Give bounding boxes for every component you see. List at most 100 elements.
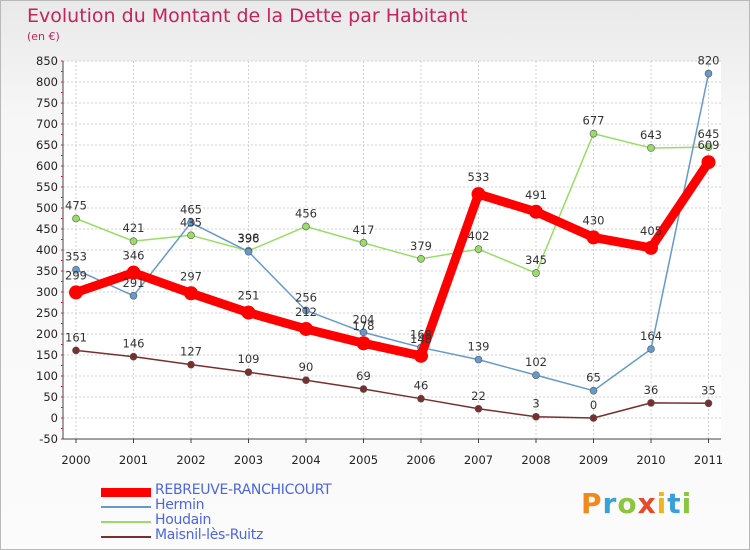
data-point — [647, 144, 655, 152]
data-label: 345 — [525, 253, 547, 267]
legend-label: Hermin — [155, 497, 205, 513]
legend-swatch — [101, 506, 151, 508]
data-label: 65 — [586, 371, 601, 385]
data-point — [187, 360, 195, 369]
y-tick-label: 450 — [36, 222, 58, 236]
legend-item: Maisnil-lès-Ruitz — [101, 527, 401, 544]
logo-letter: i — [681, 487, 693, 520]
legend-swatch — [101, 487, 151, 497]
x-tick-label: 2002 — [176, 453, 205, 467]
y-tick-label: 500 — [36, 201, 58, 215]
legend-label: REBREUVE-RANCHICOURT — [155, 482, 332, 498]
data-point — [589, 129, 598, 138]
x-tick-label: 2005 — [349, 453, 378, 467]
data-label: 405 — [640, 224, 662, 238]
x-tick-label: 2003 — [234, 453, 263, 467]
data-label: 46 — [414, 379, 429, 393]
y-tick-label: 400 — [36, 243, 58, 257]
data-point — [302, 376, 310, 385]
data-point — [126, 265, 141, 280]
data-label: 168 — [410, 327, 432, 341]
x-tick-label: 2001 — [119, 453, 148, 467]
y-tick-label: 700 — [36, 117, 58, 131]
data-label: 820 — [698, 54, 720, 68]
data-point — [359, 328, 368, 337]
chart-unit: (en €) — [27, 30, 60, 43]
data-label: 379 — [410, 239, 432, 253]
data-label: 109 — [238, 352, 260, 366]
y-tick-label: 100 — [36, 369, 58, 383]
x-tick-label: 2006 — [406, 453, 435, 467]
data-label: 139 — [468, 340, 490, 354]
y-tick-label: 250 — [36, 306, 58, 320]
data-label: 346 — [123, 249, 145, 263]
series-line-2 — [75, 132, 710, 274]
data-point — [647, 345, 655, 353]
data-label: 204 — [353, 312, 375, 326]
x-tick-label: 2011 — [694, 453, 723, 467]
data-point — [417, 394, 425, 403]
data-point — [187, 231, 195, 240]
data-label: 475 — [65, 199, 87, 213]
y-tick-label: 750 — [36, 96, 58, 110]
data-point — [72, 214, 80, 223]
data-point — [417, 255, 425, 263]
legend-item: REBREUVE-RANCHICOURT — [101, 482, 401, 499]
data-label: 297 — [180, 269, 202, 283]
y-tick-label: 550 — [36, 180, 58, 194]
data-label: 148 — [410, 332, 432, 346]
data-label: 299 — [65, 268, 87, 282]
data-point — [129, 352, 138, 361]
data-point — [532, 412, 540, 421]
data-label: 609 — [698, 138, 720, 152]
logo-letter: o — [617, 487, 638, 520]
data-label: 421 — [123, 221, 145, 235]
logo-letter: x — [637, 487, 657, 520]
data-label: 435 — [180, 215, 202, 229]
data-label: 22 — [471, 389, 486, 403]
data-label: 3 — [532, 397, 539, 411]
data-label: 146 — [123, 337, 145, 351]
x-tick-label: 2009 — [579, 453, 608, 467]
logo-letter: i — [656, 487, 668, 520]
y-tick-label: 150 — [36, 348, 58, 362]
data-point — [474, 355, 483, 364]
data-point — [72, 265, 80, 274]
y-tick-label: 650 — [36, 138, 58, 152]
data-label: 161 — [65, 330, 87, 344]
data-label: 398 — [238, 231, 260, 245]
data-label: 402 — [468, 229, 490, 243]
data-point — [69, 285, 83, 300]
data-point — [589, 386, 598, 395]
data-label: 456 — [295, 206, 317, 220]
y-tick-label: 300 — [36, 285, 58, 299]
y-tick-label: 50 — [43, 390, 58, 404]
data-label: 0 — [590, 398, 597, 412]
x-tick-label: 2010 — [636, 453, 665, 467]
legend-label: Maisnil-lès-Ruitz — [155, 527, 263, 543]
data-point — [704, 143, 713, 151]
data-point — [72, 346, 80, 355]
data-label: 212 — [295, 305, 317, 319]
y-tick-label: 200 — [36, 327, 58, 341]
data-label: 677 — [583, 114, 605, 128]
data-point — [302, 222, 310, 231]
series-line-0 — [71, 157, 713, 361]
data-point — [244, 368, 253, 377]
data-point — [356, 336, 371, 351]
data-point — [302, 306, 310, 315]
y-tick-label: 850 — [36, 54, 58, 68]
data-point — [532, 371, 540, 379]
data-point — [184, 286, 198, 301]
x-tick-label: 2008 — [521, 453, 550, 467]
legend-item: Hermin — [101, 497, 401, 514]
data-label: 353 — [65, 250, 87, 264]
data-point — [704, 69, 713, 78]
data-label: 256 — [295, 290, 317, 304]
data-point — [129, 237, 138, 245]
series-line-1 — [75, 72, 710, 392]
chart-title: Evolution du Montant de la Dette par Hab… — [27, 5, 468, 27]
data-label: 178 — [353, 319, 375, 333]
data-label: 491 — [525, 188, 547, 202]
